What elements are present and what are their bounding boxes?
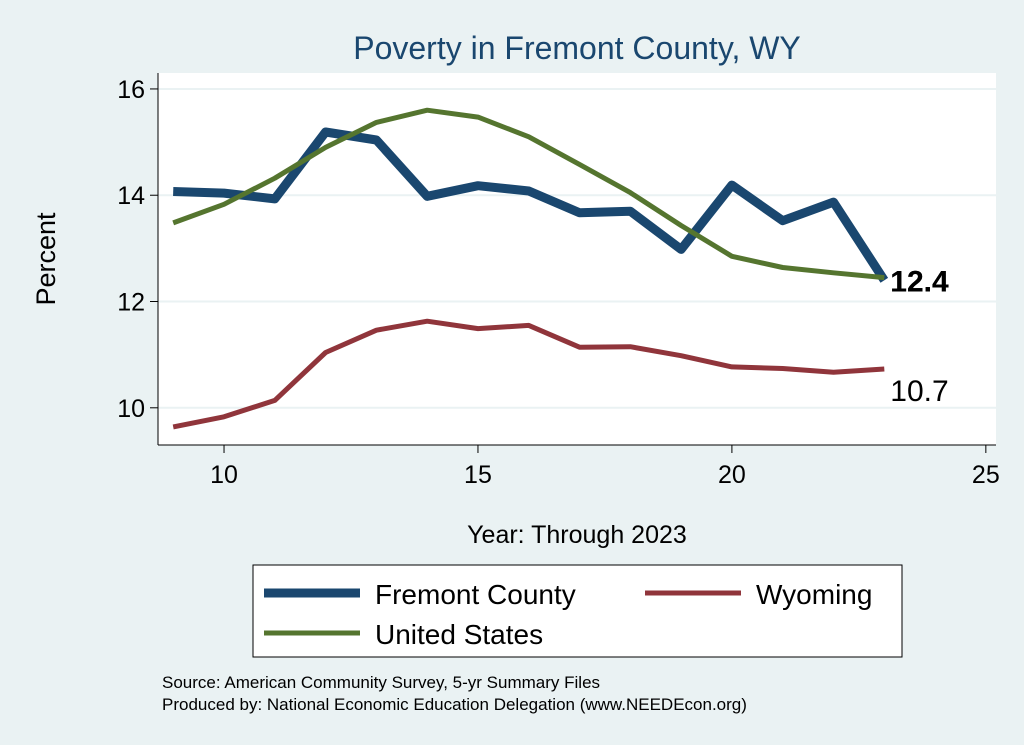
legend-label-united-states: United States xyxy=(375,619,543,650)
y-tick-label-12: 12 xyxy=(117,289,145,317)
source-note: Source: American Community Survey, 5-yr … xyxy=(162,673,600,692)
y-axis-label: Percent xyxy=(31,212,61,306)
legend: Fremont County Wyoming United States xyxy=(252,564,903,658)
plot-area xyxy=(158,73,996,445)
y-tick-label-16: 16 xyxy=(117,76,145,104)
x-tick-label-20: 20 xyxy=(718,461,746,489)
grid-lines xyxy=(158,87,996,409)
chart-title: Poverty in Fremont County, WY xyxy=(353,30,801,66)
axes: 10 12 14 16 10 15 20 25 xyxy=(117,73,1000,489)
x-tick-label-25: 25 xyxy=(972,461,1000,489)
legend-label-fremont-county: Fremont County xyxy=(375,579,576,610)
producer-note: Produced by: National Economic Education… xyxy=(162,695,747,714)
legend-label-wyoming: Wyoming xyxy=(756,579,872,610)
x-tick-label-15: 15 xyxy=(464,461,492,489)
end-label-fremont-county: 12.4 xyxy=(890,265,949,298)
legend-box xyxy=(252,564,903,658)
y-tick-label-10: 10 xyxy=(117,395,145,423)
x-tick-label-10: 10 xyxy=(210,461,238,489)
end-label-wyoming: 10.7 xyxy=(890,375,948,408)
series-lines xyxy=(172,107,889,430)
end-labels: 12.412.410.7 xyxy=(890,265,949,408)
end-label-united-states: 12.4 xyxy=(890,265,949,298)
y-tick-label-14: 14 xyxy=(117,182,145,210)
x-axis-label: Year: Through 2023 xyxy=(467,521,687,549)
